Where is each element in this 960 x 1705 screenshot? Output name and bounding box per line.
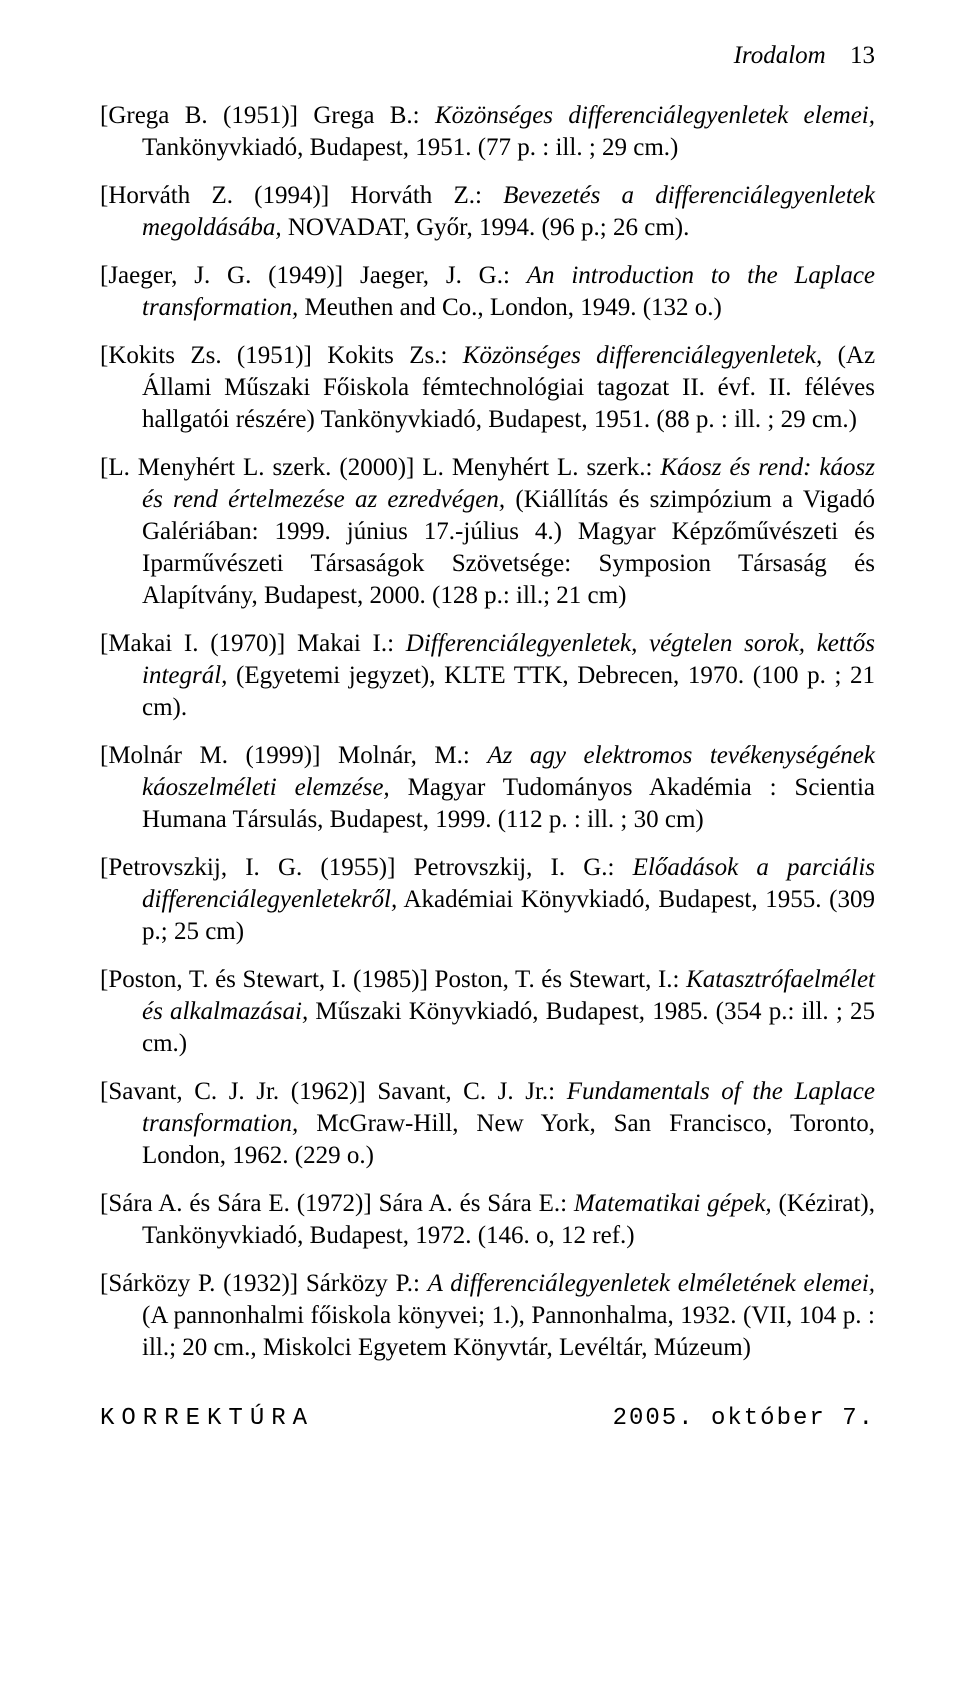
bib-entry: [L. Menyhért L. szerk. (2000)] L. Menyhé…	[100, 452, 875, 612]
bib-entry: [Molnár M. (1999)] Molnár, M.: Az agy el…	[100, 740, 875, 836]
bib-author: Poston, T. és Stewart, I.:	[435, 966, 680, 993]
bib-author: Molnár, M.:	[338, 742, 470, 769]
bib-rest: (A pannonhalmi főiskola könyvei; 1.), Pa…	[142, 1302, 875, 1361]
bib-key: [Sárközy P. (1932)]	[100, 1270, 298, 1297]
bib-author: Kokits Zs.:	[327, 342, 447, 369]
bib-entry: [Jaeger, J. G. (1949)] Jaeger, J. G.: An…	[100, 260, 875, 324]
bib-author: Horváth Z.:	[350, 182, 482, 209]
bib-rest: Tankönyvkiadó, Budapest, 1951. (77 p. : …	[142, 134, 678, 161]
bib-key: [Jaeger, J. G. (1949)]	[100, 262, 343, 289]
bib-key: [Kokits Zs. (1951)]	[100, 342, 312, 369]
bib-title: Közönséges differenciálegyenletek,	[463, 342, 822, 369]
bib-author: L. Menyhért L. szerk.:	[422, 454, 652, 481]
bib-author: Grega B.:	[313, 102, 419, 129]
bib-rest: (Egyetemi jegyzet), KLTE TTK, Debrecen, …	[142, 662, 875, 721]
bib-author: Makai I.:	[297, 630, 394, 657]
bib-entry: [Kokits Zs. (1951)] Kokits Zs.: Közönség…	[100, 340, 875, 436]
bib-entry: [Makai I. (1970)] Makai I.: Differenciál…	[100, 628, 875, 724]
bib-key: [Savant, C. J. Jr. (1962)]	[100, 1078, 366, 1105]
bib-entry: [Grega B. (1951)] Grega B.: Közönséges d…	[100, 100, 875, 164]
bib-key: [Molnár M. (1999)]	[100, 742, 320, 769]
bib-entry: [Savant, C. J. Jr. (1962)] Savant, C. J.…	[100, 1076, 875, 1172]
bib-key: [Grega B. (1951)]	[100, 102, 298, 129]
bib-entry: [Sára A. és Sára E. (1972)] Sára A. és S…	[100, 1188, 875, 1252]
bib-key: [Horváth Z. (1994)]	[100, 182, 329, 209]
section-name: Irodalom	[734, 42, 826, 69]
footer-right: 2005. október 7.	[613, 1404, 875, 1435]
bib-key: [Sára A. és Sára E. (1972)]	[100, 1190, 372, 1217]
bib-entry: [Petrovszkij, I. G. (1955)] Petrovszkij,…	[100, 852, 875, 948]
bib-key: [L. Menyhért L. szerk. (2000)]	[100, 454, 414, 481]
bib-author: Petrovszkij, I. G.:	[414, 854, 615, 881]
bib-author: Sárközy P.:	[306, 1270, 420, 1297]
page-footer: KORREKTÚRA 2005. október 7.	[100, 1404, 875, 1435]
bib-author: Savant, C. J. Jr.:	[377, 1078, 555, 1105]
bib-key: [Makai I. (1970)]	[100, 630, 285, 657]
bib-rest: Meuthen and Co., London, 1949. (132 o.)	[305, 294, 722, 321]
bib-rest: NOVADAT, Győr, 1994. (96 p.; 26 cm).	[288, 214, 690, 241]
footer-left: KORREKTÚRA	[100, 1404, 314, 1435]
bib-title: Matematikai gépek,	[574, 1190, 772, 1217]
bib-title: Közönséges differenciálegyenletek elemei…	[435, 102, 875, 129]
running-header: Irodalom 13	[100, 40, 875, 72]
page-number: 13	[850, 42, 875, 69]
bib-title: A differenciálegyenletek elméletének ele…	[428, 1270, 875, 1297]
bib-entry: [Sárközy P. (1932)] Sárközy P.: A differ…	[100, 1268, 875, 1364]
bib-key: [Poston, T. és Stewart, I. (1985)]	[100, 966, 428, 993]
bib-author: Sára A. és Sára E.:	[379, 1190, 568, 1217]
bib-entry: [Horváth Z. (1994)] Horváth Z.: Bevezeté…	[100, 180, 875, 244]
bib-key: [Petrovszkij, I. G. (1955)]	[100, 854, 395, 881]
bib-entry: [Poston, T. és Stewart, I. (1985)] Posto…	[100, 964, 875, 1060]
bib-author: Jaeger, J. G.:	[360, 262, 510, 289]
